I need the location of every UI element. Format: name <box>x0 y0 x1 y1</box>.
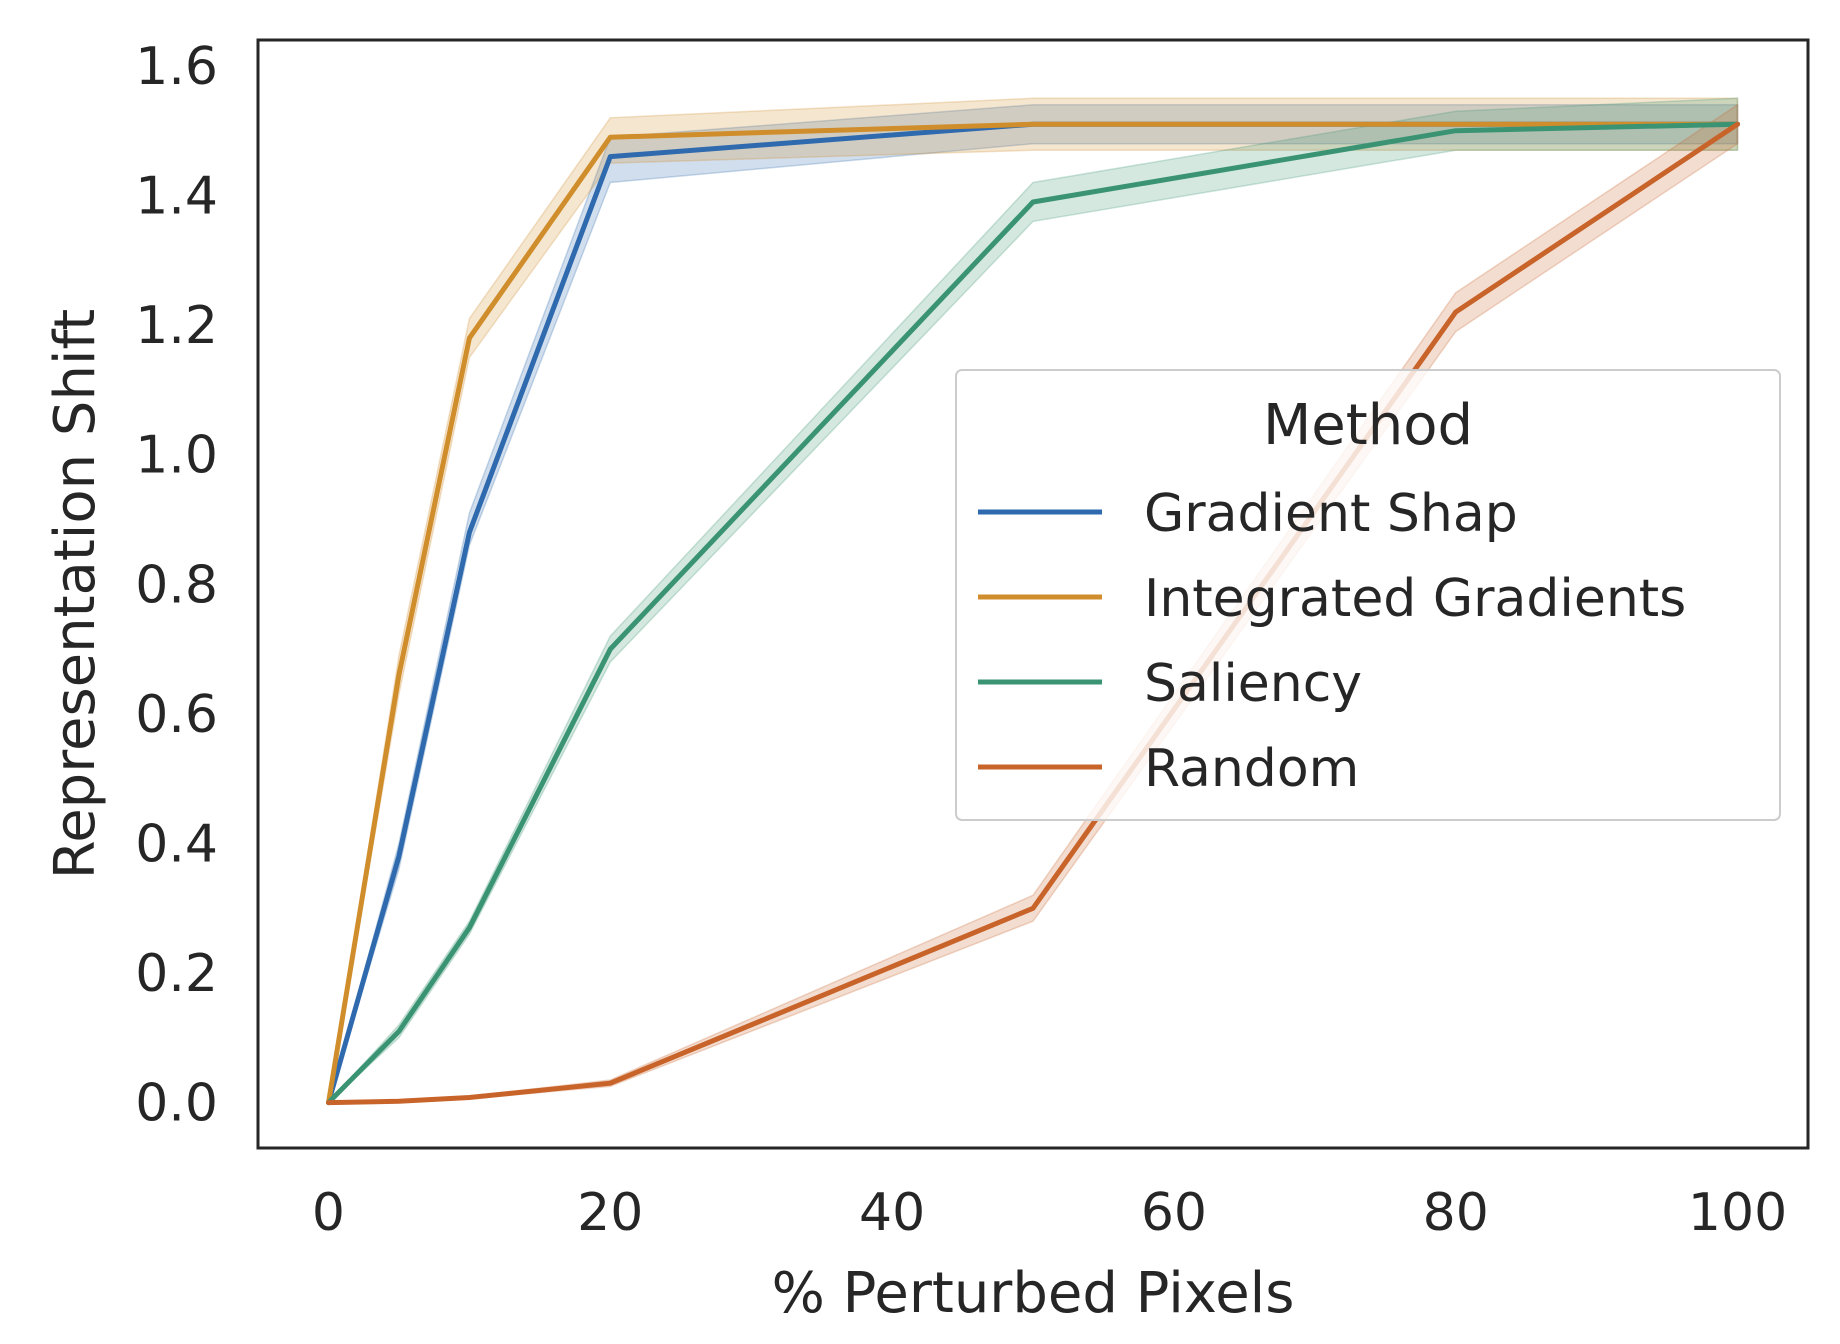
x-tick-label: 0 <box>312 1183 345 1243</box>
series-line <box>326 121 1740 1106</box>
series-line <box>326 121 1740 1106</box>
y-tick-label: 0.2 <box>135 944 218 1004</box>
legend-entry-label: Saliency <box>1144 654 1362 714</box>
y-tick-label: 0.0 <box>135 1074 218 1134</box>
y-tick-label: 0.6 <box>135 685 218 745</box>
y-tick-label: 1.2 <box>135 296 218 356</box>
legend-items: Gradient Shap Integrated Gradients Salienc… <box>978 484 1686 799</box>
x-axis-label: % Perturbed Pixels <box>772 1261 1295 1326</box>
y-tick-label: 1.6 <box>135 37 218 97</box>
y-tick-label: 0.8 <box>135 555 218 615</box>
y-tick-label: 1.4 <box>135 167 218 227</box>
series-lines <box>326 121 1740 1106</box>
y-axis-ticks: 0.0 0.2 0.4 0.6 0.8 1.0 1.2 1.4 1.6 <box>135 37 218 1134</box>
legend-entry-label: Gradient Shap <box>1144 484 1518 544</box>
x-axis-ticks: 0 20 40 60 80 100 <box>312 1183 1787 1243</box>
legend-entry-label: Integrated Gradients <box>1144 569 1686 629</box>
x-tick-label: 40 <box>859 1183 925 1243</box>
legend-box <box>955 369 1781 821</box>
x-tick-label: 60 <box>1141 1183 1207 1243</box>
x-tick-label: 20 <box>577 1183 643 1243</box>
plot-frame <box>256 38 1810 1150</box>
legend-entry-label: Random <box>1144 739 1359 799</box>
series-line <box>326 121 1740 1106</box>
legend-title: Method <box>1263 393 1473 458</box>
x-tick-label: 80 <box>1423 1183 1489 1243</box>
y-tick-label: 1.0 <box>135 426 218 486</box>
legend: Method Gradient Shap Integrated Gradients… <box>955 369 1781 821</box>
x-tick-label: 100 <box>1688 1183 1787 1243</box>
y-axis-label: Representation Shift <box>43 309 108 879</box>
y-tick-label: 0.4 <box>135 814 218 874</box>
